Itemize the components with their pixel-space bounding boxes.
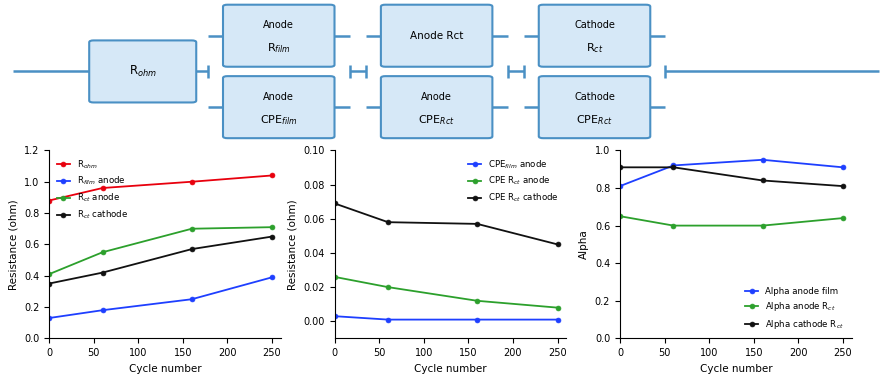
Line: R$_{ct}$ anode: R$_{ct}$ anode <box>46 225 275 277</box>
CPE R$_{ct}$ cathode <box>329 201 340 206</box>
Alpha anode film <box>615 184 625 188</box>
FancyBboxPatch shape <box>539 76 650 138</box>
CPE R$_{ct}$ anode <box>383 285 393 290</box>
Alpha cathode R$_{ct}$ <box>615 165 625 170</box>
R$_{ct}$ anode <box>97 250 108 255</box>
CPE R$_{ct}$ cathode <box>552 242 563 247</box>
Line: CPE R$_{ct}$ anode: CPE R$_{ct}$ anode <box>332 274 560 310</box>
CPE R$_{ct}$ cathode <box>383 220 393 224</box>
Alpha anode R$_{ct}$ <box>838 216 848 220</box>
CPE R$_{ct}$ anode <box>329 274 340 279</box>
R$_{ct}$ cathode <box>267 234 277 239</box>
R$_{ohm}$ <box>97 186 108 190</box>
FancyBboxPatch shape <box>223 76 334 138</box>
CPE R$_{ct}$ anode <box>552 305 563 310</box>
Legend: CPE$_{film}$ anode, CPE R$_{ct}$ anode, CPE R$_{ct}$ cathode: CPE$_{film}$ anode, CPE R$_{ct}$ anode, … <box>465 155 562 208</box>
CPE$_{film}$ anode <box>472 317 483 322</box>
CPE$_{film}$ anode <box>329 314 340 318</box>
Text: R$_{ohm}$: R$_{ohm}$ <box>128 64 157 79</box>
FancyBboxPatch shape <box>381 5 492 67</box>
Legend: R$_{ohm}$, R$_{film}$ anode, R$_{ct}$ anode, R$_{ct}$ cathode: R$_{ohm}$, R$_{film}$ anode, R$_{ct}$ an… <box>54 155 131 224</box>
X-axis label: Cycle number: Cycle number <box>699 364 772 374</box>
R$_{film}$ anode <box>97 308 108 312</box>
Text: CPE$_{film}$: CPE$_{film}$ <box>260 113 298 127</box>
X-axis label: Cycle number: Cycle number <box>414 364 487 374</box>
R$_{ct}$ cathode <box>44 281 54 286</box>
Alpha cathode R$_{ct}$ <box>668 165 679 170</box>
R$_{ohm}$ <box>186 179 197 184</box>
Alpha anode R$_{ct}$ <box>668 223 679 228</box>
Line: CPE$_{film}$ anode: CPE$_{film}$ anode <box>332 314 560 322</box>
Text: Anode: Anode <box>263 92 294 102</box>
Alpha cathode R$_{ct}$ <box>757 178 768 183</box>
Alpha anode film <box>668 163 679 168</box>
Text: R$_{film}$: R$_{film}$ <box>267 42 291 55</box>
Line: Alpha cathode R$_{ct}$: Alpha cathode R$_{ct}$ <box>617 165 846 188</box>
Y-axis label: Resistance (ohm): Resistance (ohm) <box>288 199 298 290</box>
Line: R$_{film}$ anode: R$_{film}$ anode <box>46 275 275 320</box>
Y-axis label: Resistance (ohm): Resistance (ohm) <box>8 199 19 290</box>
CPE R$_{ct}$ anode <box>472 299 483 303</box>
Alpha cathode R$_{ct}$ <box>838 184 848 188</box>
Text: Anode: Anode <box>263 20 294 30</box>
R$_{film}$ anode <box>44 316 54 320</box>
Alpha anode R$_{ct}$ <box>757 223 768 228</box>
Alpha anode film <box>757 158 768 162</box>
R$_{ct}$ cathode <box>97 270 108 275</box>
Alpha anode R$_{ct}$ <box>615 214 625 218</box>
FancyBboxPatch shape <box>223 5 334 67</box>
FancyBboxPatch shape <box>539 5 650 67</box>
Line: R$_{ohm}$: R$_{ohm}$ <box>46 173 275 203</box>
CPE R$_{ct}$ cathode <box>472 221 483 226</box>
CPE$_{film}$ anode <box>552 317 563 322</box>
X-axis label: Cycle number: Cycle number <box>128 364 202 374</box>
CPE$_{film}$ anode <box>383 317 393 322</box>
Text: Anode: Anode <box>421 92 452 102</box>
Line: R$_{ct}$ cathode: R$_{ct}$ cathode <box>46 234 275 286</box>
R$_{ct}$ anode <box>267 225 277 229</box>
R$_{film}$ anode <box>267 275 277 279</box>
Text: Cathode: Cathode <box>574 92 615 102</box>
R$_{ct}$ cathode <box>186 247 197 251</box>
Text: CPE$_{Rct}$: CPE$_{Rct}$ <box>418 113 455 127</box>
R$_{ohm}$ <box>44 198 54 203</box>
FancyBboxPatch shape <box>89 41 196 102</box>
Text: Cathode: Cathode <box>574 20 615 30</box>
Line: Alpha anode R$_{ct}$: Alpha anode R$_{ct}$ <box>617 214 846 228</box>
Legend: Alpha anode film, Alpha anode R$_{ct}$, Alpha cathode R$_{ct}$: Alpha anode film, Alpha anode R$_{ct}$, … <box>742 284 847 334</box>
FancyBboxPatch shape <box>381 76 492 138</box>
R$_{ohm}$ <box>267 173 277 178</box>
R$_{ct}$ anode <box>186 226 197 231</box>
Text: R$_{ct}$: R$_{ct}$ <box>586 42 603 55</box>
Line: CPE R$_{ct}$ cathode: CPE R$_{ct}$ cathode <box>332 201 560 247</box>
Y-axis label: Alpha: Alpha <box>579 229 590 259</box>
R$_{film}$ anode <box>186 297 197 302</box>
Text: Anode Rct: Anode Rct <box>410 31 463 41</box>
R$_{ct}$ anode <box>44 272 54 276</box>
Line: Alpha anode film: Alpha anode film <box>617 158 846 188</box>
Text: CPE$_{Rct}$: CPE$_{Rct}$ <box>576 113 613 127</box>
Alpha anode film <box>838 165 848 170</box>
